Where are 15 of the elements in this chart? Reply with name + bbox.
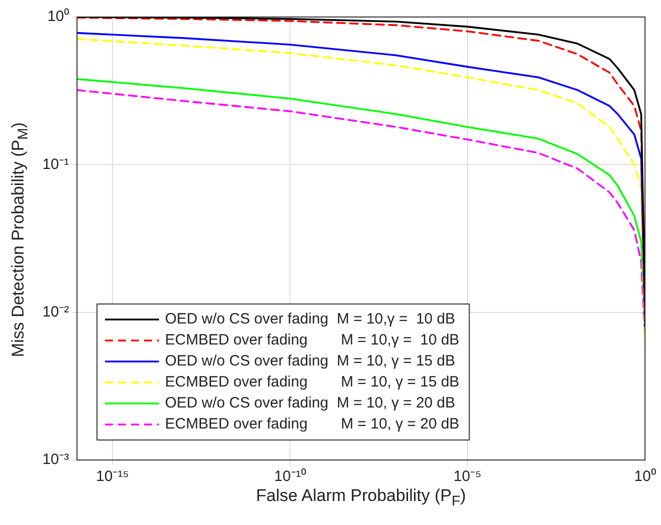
- legend-label: OED w/o CS over fading M = 10,γ = 10 dB: [165, 310, 456, 328]
- y-tick-label: 10⁻¹: [42, 156, 69, 173]
- legend-label: OED w/o CS over fading M = 10, γ = 20 dB: [165, 394, 456, 412]
- x-tick-label: 10⁻⁵: [454, 468, 482, 486]
- legend-label: OED w/o CS over fading M = 10, γ = 15 dB: [165, 352, 456, 370]
- legend-label: ECMBED over fading M = 10, γ = 15 dB: [165, 374, 460, 391]
- x-tick-label: 10⁰: [634, 468, 656, 486]
- x-tick-label: 10⁻¹⁵: [96, 468, 129, 486]
- y-tick-label: 10⁻³: [42, 451, 69, 468]
- x-tick-label: 10⁻¹⁰: [274, 468, 306, 486]
- y-tick-label: 10⁰: [47, 8, 69, 26]
- legend-label: ECMBED over fading M = 10, γ = 20 dB: [165, 416, 460, 433]
- y-tick-label: 10⁻²: [42, 303, 69, 320]
- x-axis-title: False Alarm Probability (P$_{F}$): [255, 486, 467, 510]
- legend-label: ECMBED over fading M = 10,γ = 10 dB: [165, 332, 460, 349]
